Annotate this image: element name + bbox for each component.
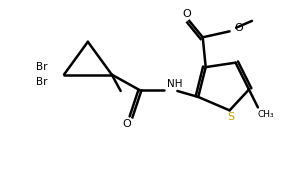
Text: O: O: [183, 9, 191, 19]
Text: Br: Br: [36, 62, 48, 72]
Text: O: O: [122, 119, 131, 129]
Text: S: S: [227, 112, 235, 122]
Text: O: O: [234, 23, 243, 33]
Text: NH: NH: [167, 79, 182, 89]
Text: Br: Br: [36, 77, 48, 87]
Text: CH₃: CH₃: [257, 110, 274, 119]
